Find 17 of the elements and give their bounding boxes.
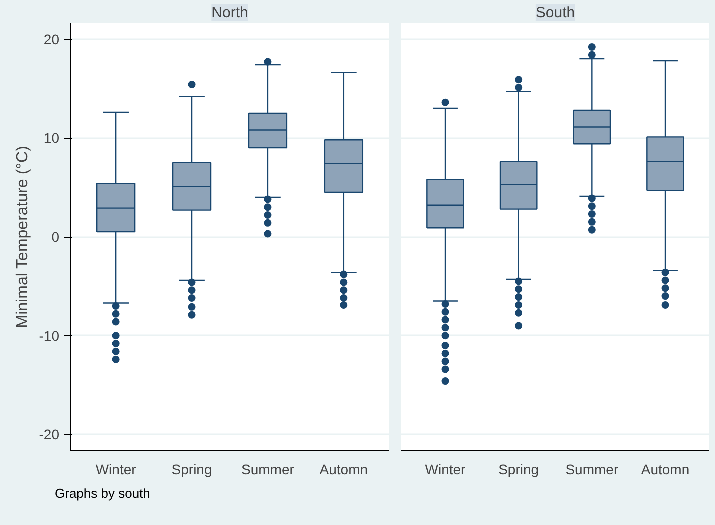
x-tick-label: Automn bbox=[641, 462, 690, 478]
y-tick-label: 10 bbox=[44, 130, 60, 146]
x-tick-label: Winter bbox=[425, 462, 466, 478]
x-tick-label: Automn bbox=[320, 462, 368, 478]
x-tick-label: Winter bbox=[96, 462, 137, 478]
y-axis-title: Minimal Temperature (°C) bbox=[14, 146, 32, 328]
x-tick-label: Spring bbox=[498, 462, 540, 478]
y-tick-label: 20 bbox=[44, 31, 60, 48]
y-tick-label: -20 bbox=[39, 426, 60, 443]
x-tick-label: Summer bbox=[242, 462, 295, 478]
y-tick-label: -10 bbox=[39, 328, 60, 344]
y-tick-label: 0 bbox=[52, 229, 60, 245]
chart-title: South bbox=[536, 4, 576, 22]
x-tick-label: Spring bbox=[172, 462, 212, 478]
chart-title: North bbox=[212, 4, 248, 22]
text: Graphs by south bbox=[55, 485, 150, 503]
x-tick-label: Summer bbox=[566, 462, 619, 478]
